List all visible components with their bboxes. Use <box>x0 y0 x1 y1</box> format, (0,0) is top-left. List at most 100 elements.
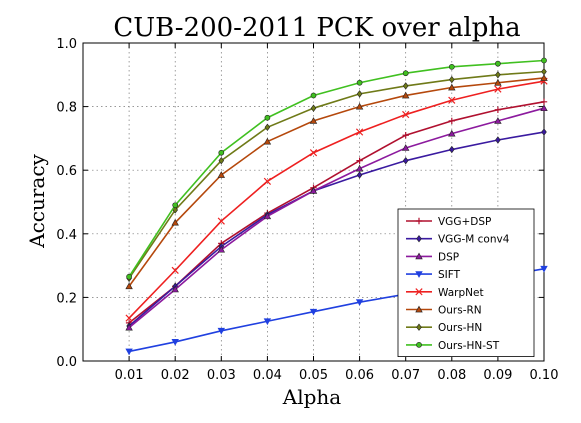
y-axis-ticks: 0.0 0.2 0.4 0.6 0.8 1.0 <box>56 37 544 370</box>
data-point-dsp <box>401 144 410 151</box>
data-point-warpnet <box>494 85 502 93</box>
x-tick-label: 0.04 <box>253 368 282 383</box>
data-point-ours-hn-st <box>448 63 455 70</box>
data-point-sift <box>217 327 226 335</box>
data-point-vgg-dsp <box>494 106 502 113</box>
data-point-warpnet <box>448 96 456 104</box>
data-point-ours-hn-st <box>218 149 225 156</box>
legend-item-ours-rn: Ours-RN <box>406 305 482 317</box>
x-tick-label: 0.07 <box>391 368 420 383</box>
data-point-ours-hn <box>310 104 317 112</box>
data-point-sift <box>540 265 548 273</box>
y-axis-label: Accuracy <box>25 153 49 248</box>
series-line-ours-hn-st <box>128 59 545 278</box>
data-point-warpnet <box>355 128 364 136</box>
legend-label: Ours-RN <box>438 305 482 317</box>
legend: VGG+DSP VGG-M conv4 DSP SIFT WarpNet Ours-RN O… <box>397 208 535 358</box>
legend-marker <box>415 217 423 225</box>
legend-marker <box>416 234 422 243</box>
x-tick-label: 0.03 <box>207 368 236 383</box>
data-point-ours-hn <box>402 82 409 90</box>
legend-label: SIFT <box>438 269 461 281</box>
data-point-ours-hn <box>495 71 501 79</box>
x-tick-label: 0.08 <box>437 368 466 383</box>
series-line-ours-rn <box>128 77 545 287</box>
data-point-dsp <box>309 187 318 194</box>
data-point-ours-hn-st <box>126 273 132 280</box>
data-point-ours-hn-st <box>541 57 547 64</box>
legend-marker <box>415 288 423 296</box>
data-point-ours-rn <box>401 91 410 99</box>
legend-marker <box>415 305 423 313</box>
data-point-ours-rn <box>263 137 272 145</box>
legend-label: VGG-M conv4 <box>438 234 510 246</box>
data-point-vgg-m-conv4 <box>402 156 409 165</box>
data-point-dsp <box>171 285 179 293</box>
data-point-vgg-m-conv4 <box>495 136 501 144</box>
data-point-sift <box>309 308 318 316</box>
x-tick-label: 0.01 <box>115 368 144 383</box>
data-point-dsp <box>355 164 364 172</box>
data-point-ours-hn-st <box>264 114 271 121</box>
data-point-dsp <box>494 117 502 124</box>
legend-item-vgg-m-conv4: VGG-M conv4 <box>406 234 510 246</box>
series-ours-hn <box>126 67 547 283</box>
data-point-ours-hn <box>449 75 455 84</box>
data-point-ours-rn <box>309 117 318 124</box>
legend-marker <box>415 252 423 260</box>
data-point-ours-rn <box>355 102 364 110</box>
legend-marker <box>416 323 422 331</box>
y-tick-label: 0.8 <box>56 101 77 116</box>
data-point-dsp <box>448 129 456 137</box>
legend-item-ours-hn-st: Ours-HN-ST <box>406 340 500 352</box>
legend-marker <box>415 271 423 278</box>
y-tick-label: 0.0 <box>56 355 77 370</box>
series-warpnet <box>125 77 548 322</box>
data-point-ours-hn-st <box>172 202 179 209</box>
data-point-ours-hn <box>264 123 271 131</box>
data-point-vgg-m-conv4 <box>449 145 455 154</box>
x-tick-label: 0.05 <box>299 368 328 383</box>
legend-label: Ours-HN-ST <box>438 340 500 352</box>
data-point-ours-rn <box>494 78 502 86</box>
series-line-vgg-dsp <box>128 101 545 324</box>
data-point-ours-rn <box>448 83 456 91</box>
legend-item-dsp: DSP <box>406 251 459 263</box>
data-point-vgg-dsp <box>448 117 455 125</box>
legend-label: DSP <box>438 251 459 263</box>
data-point-sift <box>125 348 133 356</box>
y-tick-label: 1.0 <box>56 37 77 52</box>
legend-box <box>397 208 535 358</box>
y-tick-label: 0.6 <box>56 164 77 179</box>
legend-marker <box>416 342 422 348</box>
x-tick-label: 0.06 <box>345 368 374 383</box>
chart-title: CUB-200-2011 PCK over alpha <box>113 13 520 43</box>
data-point-warpnet <box>309 149 318 157</box>
data-point-sift <box>355 299 364 306</box>
data-point-ours-rn <box>217 171 226 178</box>
series-line-dsp <box>128 107 545 329</box>
data-point-vgg-dsp <box>540 98 548 106</box>
legend-label: WarpNet <box>438 287 484 299</box>
series-line-ours-hn <box>128 70 545 279</box>
data-point-ours-hn-st <box>402 70 409 77</box>
data-point-dsp <box>125 323 133 331</box>
data-point-ours-hn-st <box>356 79 363 86</box>
data-point-sift <box>263 318 272 326</box>
legend-item-warpnet: WarpNet <box>406 287 484 299</box>
x-tick-label: 0.09 <box>483 368 512 383</box>
data-point-ours-hn <box>541 67 547 76</box>
data-point-ours-hn <box>356 90 363 98</box>
legend-item-vgg-dsp: VGG+DSP <box>406 216 491 228</box>
series-line-warpnet <box>128 80 545 319</box>
data-point-ours-hn-st <box>310 92 317 99</box>
data-point-warpnet <box>125 314 133 322</box>
data-point-warpnet <box>263 177 272 185</box>
data-point-sift <box>171 339 179 346</box>
data-point-ours-rn <box>171 218 179 226</box>
series-line-vgg-m-conv4 <box>128 131 545 327</box>
series-ours-rn <box>125 74 548 290</box>
y-tick-label: 0.4 <box>56 228 77 243</box>
x-axis-label: Alpha <box>282 385 342 409</box>
data-point-vgg-m-conv4 <box>541 128 547 136</box>
